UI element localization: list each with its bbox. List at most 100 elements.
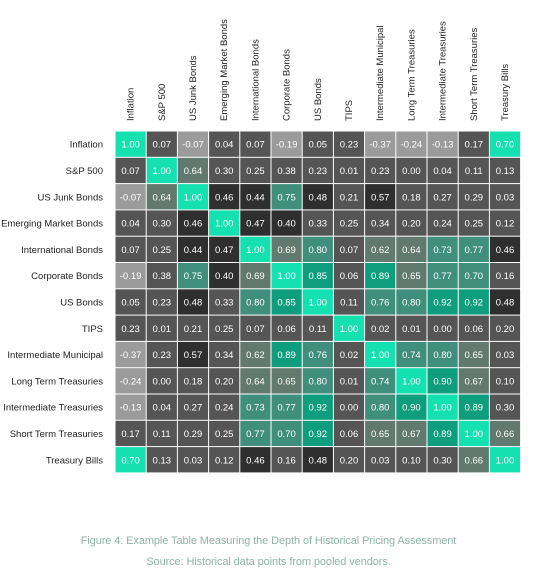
- cell-value-label: 0.70: [277, 429, 296, 440]
- cell-value-label: 0.67: [465, 376, 484, 387]
- cell-value-label: 0.65: [465, 350, 484, 361]
- cell-value-label: 0.04: [153, 403, 172, 414]
- cell-value-label: 0.69: [277, 245, 296, 256]
- cell-value-label: 0.18: [184, 376, 203, 387]
- cell-value-label: 0.77: [277, 403, 296, 414]
- heatmap-cell: [302, 263, 333, 289]
- heatmap-cell: [209, 210, 240, 236]
- cell-value-label: 0.34: [215, 350, 234, 361]
- cell-value-label: 0.70: [465, 271, 484, 282]
- heatmap-cell: [489, 210, 521, 236]
- heatmap-cell: [427, 368, 458, 394]
- heatmap-cell: [177, 368, 209, 394]
- heatmap-cell: [396, 420, 427, 447]
- heatmap-cell: [271, 447, 302, 473]
- heatmap-cell: [177, 131, 209, 157]
- heatmap-cell: [427, 236, 458, 262]
- cell-value-label: 0.25: [153, 245, 172, 256]
- heatmap-cell: [302, 184, 333, 210]
- heatmap-cell: [365, 157, 396, 184]
- column-label-emerging-market-bonds: Emerging Market Bonds: [219, 19, 230, 121]
- heatmap-cell: [240, 236, 271, 262]
- heatmap-cell: [333, 368, 365, 394]
- cell-value-label: 0.23: [309, 166, 328, 177]
- heatmap-cell: [177, 341, 209, 368]
- cell-value-label: 0.12: [215, 455, 234, 466]
- cell-value-label: 0.25: [340, 219, 359, 230]
- heatmap-cell: [333, 210, 365, 236]
- cell-value-label: 0.48: [309, 455, 328, 466]
- cell-value-label: 0.70: [496, 140, 515, 151]
- column-label-us-junk-bonds: US Junk Bonds: [188, 55, 199, 121]
- figure-source: Source: Historical data points from pool…: [146, 556, 391, 568]
- cell-value-label: 0.66: [465, 455, 484, 466]
- heatmap-cells: 1.00 0.07 -0.07 0.04 0.07 -0.19 0.05 0.23 -0.37-…: [115, 131, 521, 473]
- heatmap-cell: [427, 210, 458, 236]
- heatmap-cell: [333, 131, 365, 157]
- cell-value-label: 0.46: [184, 219, 203, 230]
- cell-value-label: 0.90: [433, 376, 452, 387]
- cell-value-label: 0.20: [215, 376, 234, 387]
- cell-value-label: 0.90: [402, 403, 421, 414]
- row-label-international-bonds: International Bonds: [21, 245, 103, 256]
- heatmap-cell: [302, 131, 333, 157]
- cell-value-label: 0.29: [184, 429, 203, 440]
- heatmap-cell: [365, 131, 396, 157]
- heatmap-cell: [209, 341, 240, 368]
- cell-value-label: 0.80: [402, 297, 421, 308]
- row-label-tips: TIPS: [82, 324, 103, 335]
- cell-value-label: 0.75: [184, 271, 203, 282]
- cell-value-label: -0.19: [276, 140, 298, 151]
- heatmap-cell: [146, 447, 177, 473]
- cell-value-label: 0.13: [496, 166, 515, 177]
- cell-value-label: 0.62: [246, 350, 265, 361]
- cell-value-label: 0.89: [465, 403, 484, 414]
- heatmap-cell: [240, 394, 271, 420]
- heatmap-cell: [302, 236, 333, 262]
- cell-value-label: 0.76: [371, 297, 390, 308]
- cell-value-label: 1.00: [309, 297, 328, 308]
- row-label-us-bonds: US Bonds: [60, 297, 103, 308]
- heatmap-cell: [302, 420, 333, 447]
- row-label-emerging-market-bonds: Emerging Market Bonds: [1, 219, 103, 230]
- cell-value-label: 0.25: [215, 324, 234, 335]
- heatmap-cell: [115, 131, 146, 157]
- heatmap-cell: [209, 315, 240, 341]
- heatmap-cell: [271, 210, 302, 236]
- column-label-us-bonds: US Bonds: [313, 78, 324, 121]
- heatmap-cell: [333, 341, 365, 368]
- heatmap-cell: [489, 315, 521, 341]
- heatmap-cell: [271, 131, 302, 157]
- cell-value-label: 0.74: [402, 350, 421, 361]
- row-label-intermediate-treasuries: Intermediate Treasuries: [3, 403, 103, 414]
- cell-value-label: 0.38: [277, 166, 296, 177]
- cell-value-label: -0.37: [369, 140, 391, 151]
- row-label-us-junk-bonds: US Junk Bonds: [38, 192, 104, 203]
- heatmap-cell: [271, 368, 302, 394]
- cell-value-label: -0.13: [120, 403, 142, 414]
- heatmap-cell: [302, 210, 333, 236]
- cell-value-label: 0.07: [121, 166, 140, 177]
- heatmap-cell: [240, 263, 271, 289]
- cell-value-label: 0.80: [371, 403, 390, 414]
- cell-value-label: 0.65: [402, 271, 421, 282]
- row-label-inflation: Inflation: [70, 140, 103, 151]
- heatmap-cell: [458, 157, 489, 184]
- heatmap-cell: [458, 289, 489, 315]
- row-label-long-term-treasuries: Long Term Treasuries: [11, 376, 103, 387]
- cell-value-label: 0.16: [277, 455, 296, 466]
- cell-value-label: 0.23: [153, 350, 172, 361]
- heatmap-cell: [115, 157, 146, 184]
- cell-value-label: 0.16: [496, 271, 515, 282]
- cell-value-label: 0.65: [371, 429, 390, 440]
- heatmap-cell: [240, 447, 271, 473]
- heatmap-cell: [302, 394, 333, 420]
- cell-value-label: 0.85: [277, 297, 296, 308]
- heatmap-cell: [333, 263, 365, 289]
- heatmap-cell: [333, 394, 365, 420]
- cell-value-label: 0.47: [215, 245, 234, 256]
- heatmap-cell: [177, 210, 209, 236]
- heatmap-cell: [396, 131, 427, 157]
- heatmap-cell: [489, 341, 521, 368]
